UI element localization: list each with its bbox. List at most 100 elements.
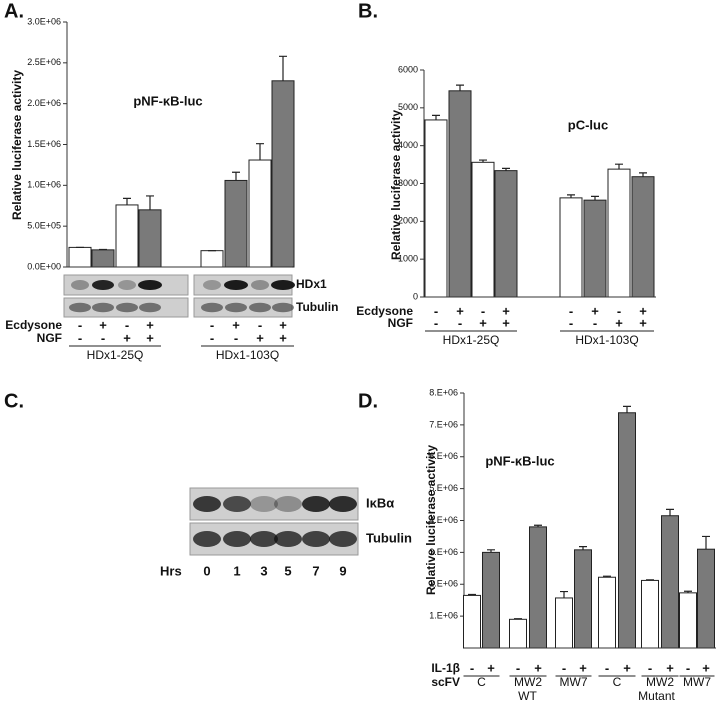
- blot-band: [302, 531, 330, 547]
- blot-band: [118, 280, 136, 290]
- blot-band: [250, 531, 278, 547]
- row-item: +: [456, 303, 464, 318]
- y-tick-label: 7.E+06: [429, 419, 458, 429]
- y-tick-label: 1000: [398, 254, 418, 264]
- bar: [138, 209, 162, 268]
- bar: [509, 618, 527, 649]
- row-item: MW7: [560, 675, 588, 689]
- bar: [200, 250, 224, 268]
- y-tick-label: 5.0E+05: [27, 221, 61, 231]
- bar: [661, 515, 679, 649]
- lane-label: 7: [312, 563, 319, 578]
- row-item: +: [702, 660, 710, 675]
- row-item: -: [569, 303, 573, 318]
- bar: [68, 246, 92, 268]
- row-item: +: [666, 660, 674, 675]
- blot-band: [223, 531, 251, 547]
- error-bar: [468, 593, 476, 596]
- row-item: -: [569, 315, 573, 330]
- blot-band: [302, 496, 330, 512]
- blot-band: [274, 531, 302, 547]
- row-item: -: [516, 660, 520, 675]
- row-item: MW2: [646, 675, 674, 689]
- bar: [91, 249, 115, 268]
- row-item: +: [534, 660, 542, 675]
- row-item: -: [593, 315, 597, 330]
- blot-band: [274, 496, 302, 512]
- chart-title: pNF-κB-luc: [485, 453, 554, 468]
- blot-label: HDx1: [296, 277, 327, 291]
- y-tick-label: 1.0E+06: [27, 180, 61, 190]
- bar: [555, 597, 573, 649]
- y-tick-label: 2.0E+06: [27, 98, 61, 108]
- y-tick-label: 3000: [398, 178, 418, 188]
- blot-band: [139, 302, 161, 313]
- row-item: HDx1-103Q: [575, 333, 638, 347]
- row-item: MW2: [514, 675, 542, 689]
- row-item: MW7: [683, 675, 711, 689]
- blot-band: [271, 280, 295, 290]
- row-label: NGF: [37, 331, 62, 345]
- blot-band: [193, 496, 221, 512]
- panel-label: B.: [358, 0, 378, 22]
- bar: [559, 197, 583, 298]
- panel-label: C.: [4, 390, 24, 412]
- row-item: +: [487, 660, 495, 675]
- bar: [598, 576, 616, 649]
- row-item: +: [579, 660, 587, 675]
- error-bar: [639, 172, 647, 177]
- row-item: -: [481, 303, 485, 318]
- bar: [494, 170, 518, 298]
- row-item: +: [502, 303, 510, 318]
- error-bar: [591, 195, 599, 201]
- bar: [482, 551, 500, 649]
- row-item: HDx1-103Q: [216, 348, 279, 362]
- y-tick-label: 3.0E+06: [27, 16, 61, 26]
- blot-label: Tubulin: [296, 300, 338, 314]
- row-item: +: [591, 303, 599, 318]
- row-item: -: [125, 317, 129, 332]
- row-item: -: [434, 303, 438, 318]
- row-item: -: [258, 317, 262, 332]
- lane-label: 0: [203, 563, 210, 578]
- error-bar: [560, 590, 568, 598]
- row-label: IL-1β: [431, 661, 460, 675]
- row-item: +: [479, 315, 487, 330]
- row-item: +: [256, 330, 264, 345]
- lane-label: 5: [284, 563, 291, 578]
- bar: [463, 594, 481, 649]
- blot-band: [71, 280, 89, 290]
- row-item: WT: [518, 689, 537, 703]
- row-item: +: [623, 660, 631, 675]
- row-item: +: [146, 330, 154, 345]
- row-item: +: [123, 330, 131, 345]
- row-label: Ecdysone: [5, 318, 62, 332]
- row-item: -: [562, 660, 566, 675]
- row-item: HDx1-25Q: [87, 348, 144, 362]
- y-tick-label: 2.E+06: [429, 579, 458, 589]
- y-tick-label: 6000: [398, 64, 418, 74]
- row-item: +: [639, 303, 647, 318]
- blot-band: [116, 302, 138, 313]
- error-bar: [702, 535, 710, 550]
- error-bar: [279, 55, 287, 81]
- panel-label: A.: [4, 0, 24, 22]
- bar: [448, 90, 472, 298]
- y-tick-label: 4000: [398, 140, 418, 150]
- error-bar: [615, 163, 623, 170]
- row-label: NGF: [388, 316, 413, 330]
- error-bar: [646, 579, 654, 581]
- row-item: -: [210, 317, 214, 332]
- error-bar: [146, 195, 154, 210]
- blot-band: [69, 302, 91, 313]
- lane-label: 9: [339, 563, 346, 578]
- bar: [115, 204, 139, 268]
- bar: [574, 549, 592, 649]
- error-bar: [623, 405, 631, 413]
- row-item: +: [639, 315, 647, 330]
- y-tick-label: 6.E+06: [429, 451, 458, 461]
- chart-title: pNF-κB-luc: [133, 93, 202, 108]
- blot-band: [92, 280, 114, 290]
- row-item: -: [605, 660, 609, 675]
- y-tick-label: 0.0E+00: [27, 261, 61, 271]
